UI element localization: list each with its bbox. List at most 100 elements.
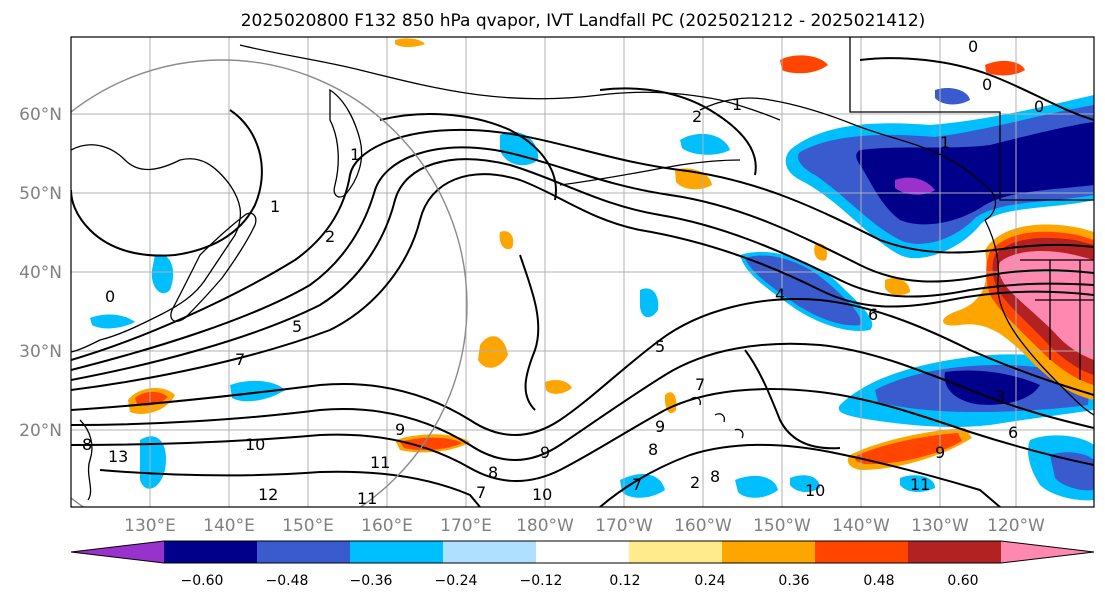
colorbar-segment: [257, 541, 351, 563]
contour-label: 12: [258, 485, 278, 504]
contour-label: 1: [350, 145, 360, 164]
longitude-tick-label: 170°W: [595, 516, 653, 536]
map-frame: [70, 36, 1095, 508]
colorbar-tick-label: −0.12: [520, 573, 563, 589]
contour-label: 6: [868, 305, 878, 324]
coast-asia-east: [71, 144, 242, 353]
contour-label: 10: [805, 481, 825, 500]
longitude-tick-label: 180°W: [516, 516, 574, 536]
colorbar-tick-label: −0.60: [181, 573, 224, 589]
longitude-tick-label: 140°E: [203, 516, 255, 536]
colorbar-segment: [815, 541, 909, 563]
colorbar-segment: [629, 541, 723, 563]
shade-central-orange-3: [545, 380, 572, 394]
coast-siberia: [239, 44, 781, 121]
shade-south-red-core: [855, 433, 962, 465]
colorbar-outline: [70, 540, 1095, 564]
latitude-axis: 60°N 50°N 40°N 30°N 20°N: [19, 105, 62, 441]
contour-label: 11: [910, 475, 930, 494]
contour-label: 5: [292, 317, 302, 336]
longitude-tick-label: 130°W: [911, 516, 969, 536]
contour-label: 1: [940, 133, 950, 152]
contour-label: 8: [488, 463, 498, 482]
longitude-tick-label: 160°E: [361, 516, 413, 536]
shade-japan-blue: [151, 254, 174, 294]
colorbar-tick-label: 0.12: [609, 573, 640, 589]
coast-alaska: [699, 97, 997, 221]
contour-lines: [71, 57, 1094, 507]
colorbar-segment: [536, 541, 630, 563]
latitude-tick-label: 40°N: [19, 263, 62, 283]
colorbar-tick-label: 0.48: [863, 573, 894, 589]
contour-label: 1: [732, 95, 742, 114]
shade-west-blue-3: [90, 314, 135, 329]
shade-gulf-alaska-purple: [895, 177, 935, 195]
shade-east-orange-1: [885, 278, 910, 296]
shade-gulf-alaska-core: [856, 122, 1094, 225]
shade-central-blue-1: [640, 288, 659, 318]
shade-central-blue-3: [735, 475, 778, 498]
contour-label: 8: [648, 440, 658, 459]
coast-bc: [984, 219, 1094, 416]
contour-label: 6: [1008, 423, 1018, 442]
longitude-tick-label: 140°W: [832, 516, 890, 536]
contour-line: [519, 254, 540, 411]
map-panel: 1 2 2 5 4 5 7 8 9 10 11 12 13 8 9 10 11 …: [70, 36, 1095, 508]
shade-california-pink: [998, 250, 1094, 360]
contour-line: [379, 113, 557, 201]
longitude-tick-label: 120°W: [987, 516, 1045, 536]
contour-label: 2: [692, 107, 702, 126]
shade-north-red-2: [985, 60, 1025, 76]
contour-line: [71, 388, 1094, 482]
contour-label: 9: [935, 443, 945, 462]
shade-central-orange-1: [478, 336, 508, 368]
shade-south-blue-2: [900, 475, 935, 492]
colorbar-segment: [443, 541, 537, 563]
shade-north-red-1: [780, 55, 828, 74]
contour-label: 13: [108, 447, 128, 466]
border-us-states: [1020, 259, 1094, 380]
contour-line: [71, 342, 1094, 461]
shade-central-blue-2: [620, 474, 665, 498]
longitude-tick-label: 150°E: [282, 516, 334, 536]
map-title: 2025020800 F132 850 hPa qvapor, IVT Land…: [241, 11, 926, 31]
longitude-tick-label: 130°E: [124, 516, 176, 536]
colorbar-tick-label: 0.36: [778, 573, 809, 589]
contour-label: 4: [775, 285, 785, 304]
colorbar-tick-label: −0.24: [435, 573, 478, 589]
contour-label: 9: [395, 420, 405, 439]
colorbar: [70, 540, 1095, 564]
colorbar-extend-max: [1001, 541, 1094, 563]
range-circle: [71, 59, 468, 507]
contour-label: 2: [690, 473, 700, 492]
latitude-tick-label: 20°N: [19, 421, 62, 441]
contour-label: 7: [695, 375, 705, 394]
contour-label: 11: [357, 489, 377, 508]
longitude-tick-label: 160°W: [674, 516, 732, 536]
contour-line: [71, 158, 1094, 381]
colorbar-tick-label: −0.48: [266, 573, 309, 589]
colorbar-tick-label: −0.36: [350, 573, 393, 589]
shade-west-blue-2: [230, 380, 285, 402]
contour-line: [71, 173, 1094, 391]
colorbar-segment: [350, 541, 444, 563]
contour-line: [599, 443, 1001, 507]
colorbar-tick-label: 0.24: [694, 573, 725, 589]
colorbar-tick-label: 0.60: [947, 573, 978, 589]
contour-label: 11: [370, 453, 390, 472]
contour-label: 0: [982, 75, 992, 94]
shade-bering-blue: [680, 133, 730, 155]
colorbar-ticks: −0.60 −0.48 −0.36 −0.24 −0.12 0.12 0.24 …: [181, 573, 979, 589]
contour-label: 2: [325, 227, 335, 246]
shade-south-blue-1: [790, 475, 820, 492]
contour-label: 7: [632, 475, 642, 494]
colorbar-extend-min: [71, 541, 164, 563]
coast-philippines: [79, 419, 93, 501]
longitude-tick-label: 150°W: [753, 516, 811, 536]
contour-label: 9: [655, 417, 665, 436]
shade-bering-blue-2: [935, 88, 970, 105]
contour-label: 3: [995, 387, 1005, 406]
colorbar-segment: [164, 541, 258, 563]
contour-label: 7: [476, 483, 486, 502]
